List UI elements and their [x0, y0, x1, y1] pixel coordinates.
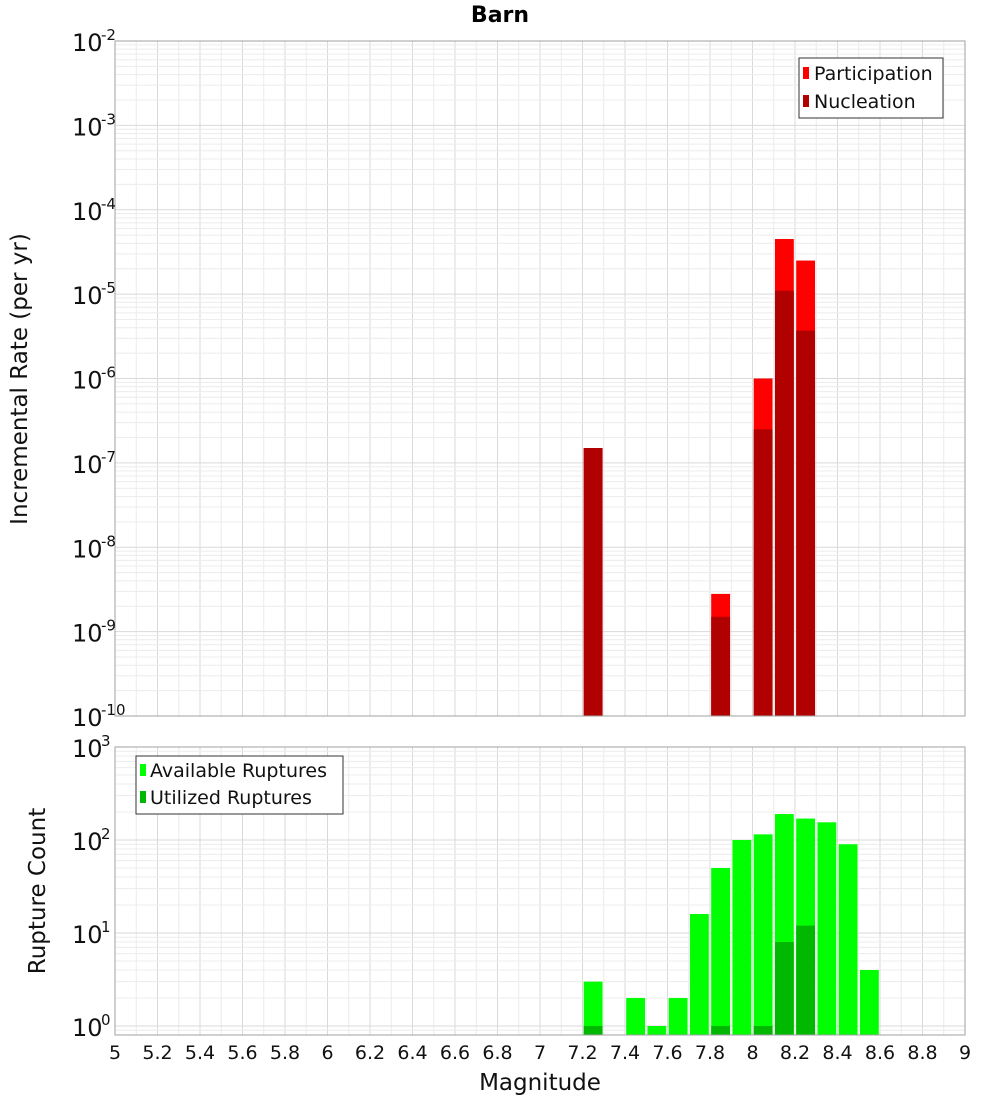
legend-box	[798, 57, 944, 119]
x-tick-label: 7.8	[695, 1042, 725, 1064]
bar-available-ruptures	[583, 981, 603, 1035]
x-tick-label: 6.2	[355, 1042, 385, 1064]
bar-available-ruptures	[711, 867, 731, 1035]
bar-utilized-ruptures	[796, 925, 816, 1035]
y-tick-label: 10	[72, 29, 103, 57]
legend-swatch-available	[140, 764, 146, 776]
rate-y-axis-label: Incremental Rate (per yr)	[7, 233, 33, 525]
y-tick-exponent: -2	[101, 26, 116, 44]
count-grid	[114, 746, 966, 1036]
rate-bars	[583, 239, 816, 716]
y-tick-exponent: 0	[101, 1011, 111, 1029]
x-tick-label: 6	[321, 1042, 333, 1064]
legend-box	[135, 755, 344, 815]
y-tick-label: 10	[72, 704, 103, 732]
bar-nucleation	[583, 448, 603, 716]
count-bars	[583, 814, 879, 1035]
bar-available-ruptures	[732, 839, 752, 1035]
count-x-ticks: 5 5.2 5.4 5.6 5.8 6 6.2 6.4 6.6 6.8 7 7.2 7.4 7.6 7.8 8…	[109, 1042, 971, 1064]
y-tick-exponent: -9	[101, 617, 116, 635]
bar-available-ruptures	[689, 914, 709, 1035]
bar-utilized-ruptures	[774, 942, 794, 1035]
rate-grid	[114, 40, 966, 717]
y-tick-label: 10	[72, 735, 103, 763]
y-tick-exponent: -7	[101, 448, 116, 466]
count-plot-frame	[114, 746, 966, 1036]
bar-available-ruptures	[838, 844, 858, 1035]
x-tick-label: 7.4	[610, 1042, 640, 1064]
bar-available-ruptures	[817, 822, 837, 1035]
bar-nucleation	[774, 290, 794, 716]
x-tick-label: 7.2	[567, 1042, 597, 1064]
legend-swatch-utilized	[140, 791, 146, 803]
rate-plot-frame	[114, 40, 966, 717]
y-tick-label: 10	[72, 1014, 103, 1042]
x-tick-label: 5.8	[270, 1042, 300, 1064]
x-tick-label: 5	[109, 1042, 121, 1064]
bar-nucleation	[753, 429, 773, 716]
y-tick-label: 10	[72, 282, 103, 310]
legend-swatch-participation	[803, 67, 809, 79]
y-tick-label: 10	[72, 535, 103, 563]
x-tick-label: 7.6	[652, 1042, 682, 1064]
y-tick-exponent: -10	[101, 701, 126, 719]
bar-available-ruptures	[668, 997, 688, 1035]
legend-label-participation: Participation	[814, 63, 933, 85]
x-tick-label: 7	[534, 1042, 546, 1064]
y-tick-label: 10	[72, 113, 103, 141]
x-tick-label: 6.4	[397, 1042, 427, 1064]
y-tick-exponent: -5	[101, 279, 116, 297]
x-tick-label: 8.2	[780, 1042, 810, 1064]
x-axis-label: Magnitude	[479, 1070, 601, 1096]
bar-utilized-ruptures	[753, 1025, 773, 1035]
y-tick-label: 10	[72, 921, 103, 949]
count-y-axis-label: Rupture Count	[25, 808, 51, 974]
x-tick-label: 5.6	[227, 1042, 257, 1064]
x-tick-label: 6.6	[440, 1042, 470, 1064]
y-tick-label: 10	[72, 451, 103, 479]
legend-swatch-nucleation	[803, 95, 809, 107]
x-tick-label: 8.6	[865, 1042, 895, 1064]
y-tick-label: 10	[72, 367, 103, 395]
y-tick-label: 10	[72, 620, 103, 648]
x-tick-label: 8.4	[822, 1042, 852, 1064]
legend-label-nucleation: Nucleation	[814, 91, 916, 113]
count-legend: Available Ruptures Utilized Ruptures	[135, 755, 344, 815]
x-tick-label: 5.2	[142, 1042, 172, 1064]
y-tick-exponent: 1	[101, 918, 111, 936]
bar-nucleation	[796, 330, 816, 716]
y-tick-exponent: -6	[101, 364, 116, 382]
y-tick-exponent: -4	[101, 195, 116, 213]
x-tick-label: 9	[959, 1042, 971, 1064]
x-tick-label: 8.8	[907, 1042, 937, 1064]
y-tick-label: 10	[72, 198, 103, 226]
rate-legend: Participation Nucleation	[798, 57, 944, 119]
y-tick-label: 10	[72, 828, 103, 856]
x-tick-label: 8	[746, 1042, 758, 1064]
y-tick-exponent: 2	[101, 825, 111, 843]
legend-label-available: Available Ruptures	[150, 760, 327, 782]
bar-available-ruptures	[859, 969, 879, 1035]
y-tick-exponent: -8	[101, 532, 116, 550]
x-tick-label: 6.8	[482, 1042, 512, 1064]
legend-label-utilized: Utilized Ruptures	[150, 787, 312, 809]
bar-available-ruptures	[753, 834, 773, 1035]
bar-available-ruptures	[647, 1025, 667, 1035]
y-tick-exponent: 3	[101, 732, 111, 750]
chart-title: Barn	[471, 3, 529, 28]
bar-nucleation	[711, 616, 731, 716]
bar-utilized-ruptures	[583, 1025, 603, 1035]
bar-available-ruptures	[626, 997, 646, 1035]
y-tick-exponent: -3	[101, 110, 116, 128]
x-tick-label: 5.4	[185, 1042, 215, 1064]
bar-utilized-ruptures	[711, 1025, 731, 1035]
